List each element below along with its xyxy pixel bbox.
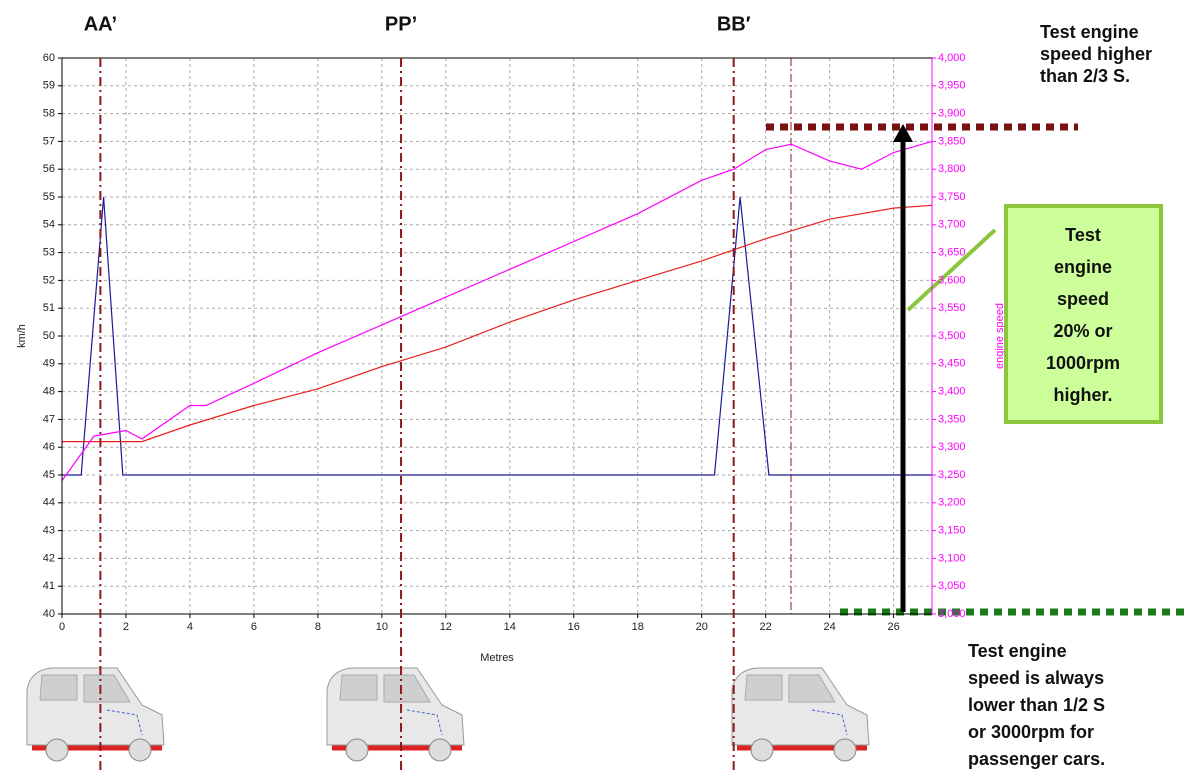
y2-tick-label: 3,150 <box>938 525 966 537</box>
y2-tick-label: 3,000 <box>938 608 966 620</box>
note-line: speed higher <box>1040 44 1152 64</box>
y-tick-label: 58 <box>43 108 55 120</box>
arrow-head <box>893 124 913 142</box>
x-tick-label: 16 <box>568 621 580 633</box>
series-line <box>61 140 933 481</box>
x-tick-label: 26 <box>887 621 899 633</box>
y2-tick-label: 3,100 <box>938 552 966 564</box>
series-line <box>62 196 932 476</box>
y-tick-label: 44 <box>43 497 55 509</box>
van-icon <box>327 668 464 761</box>
y-tick-label: 48 <box>43 386 55 398</box>
x-tick-label: 12 <box>440 621 452 633</box>
y-tick-label: 43 <box>43 525 55 537</box>
y-tick-label: 42 <box>43 552 55 564</box>
y-tick-label: 49 <box>43 358 55 370</box>
note-line: Test engine <box>1040 22 1139 42</box>
note-line: speed is always <box>968 668 1104 688</box>
note-line: higher. <box>1053 385 1112 405</box>
y-tick-label: 51 <box>43 302 55 314</box>
x-tick-label: 14 <box>504 621 516 633</box>
x-tick-label: 20 <box>696 621 708 633</box>
y2-tick-label: 3,050 <box>938 580 966 592</box>
y-tick-label: 57 <box>43 135 55 147</box>
marker-label: BB′ <box>717 13 751 35</box>
y2-tick-label: 3,250 <box>938 469 966 481</box>
van-icon <box>732 668 869 761</box>
y2-tick-label: 4,000 <box>938 52 966 64</box>
y2-tick-label: 3,650 <box>938 247 966 259</box>
x-tick-label: 8 <box>315 621 321 633</box>
y2-tick-label: 3,550 <box>938 302 966 314</box>
y2-tick-label: 3,850 <box>938 135 966 147</box>
y-tick-label: 46 <box>43 441 55 453</box>
y2-tick-label: 3,900 <box>938 108 966 120</box>
y2-tick-label: 3,450 <box>938 358 966 370</box>
note-line: or 3000rpm for <box>968 722 1094 742</box>
series-line <box>62 204 933 443</box>
note-line: 20% or <box>1053 321 1112 341</box>
x-tick-label: 2 <box>123 621 129 633</box>
note-line: speed <box>1057 289 1109 309</box>
y2-tick-label: 3,200 <box>938 497 966 509</box>
note-line: lower than 1/2 S <box>968 695 1105 715</box>
y-tick-label: 60 <box>43 52 55 64</box>
y2-tick-label: 3,950 <box>938 80 966 92</box>
note-line: passenger cars. <box>968 749 1105 769</box>
y2-tick-label: 3,500 <box>938 330 966 342</box>
y2-tick-label: 3,350 <box>938 413 966 425</box>
x-tick-label: 24 <box>824 621 836 633</box>
y2-tick-label: 3,300 <box>938 441 966 453</box>
y-tick-label: 41 <box>43 580 55 592</box>
x-tick-label: 0 <box>59 621 65 633</box>
y2-axis-label: engine speed <box>994 303 1006 369</box>
note-line: 1000rpm <box>1046 353 1120 373</box>
van-icon <box>27 668 164 761</box>
y-tick-label: 59 <box>43 80 55 92</box>
marker-label: AA’ <box>84 13 117 35</box>
y-tick-label: 40 <box>43 608 55 620</box>
y2-tick-label: 3,400 <box>938 386 966 398</box>
note-line: Test engine <box>968 641 1067 661</box>
marker-label: PP’ <box>385 13 417 35</box>
y-tick-label: 47 <box>43 413 55 425</box>
y2-tick-label: 3,800 <box>938 163 966 175</box>
y-tick-label: 56 <box>43 163 55 175</box>
x-axis-label: Metres <box>480 652 514 664</box>
y2-tick-label: 3,600 <box>938 274 966 286</box>
y-tick-label: 54 <box>43 219 55 231</box>
y2-tick-label: 3,700 <box>938 219 966 231</box>
note-line: Test <box>1065 225 1101 245</box>
callout-line <box>906 228 997 312</box>
x-tick-label: 18 <box>632 621 644 633</box>
y-axis-label: km/h <box>16 324 28 348</box>
callout-box <box>1004 204 1163 424</box>
y-tick-label: 45 <box>43 469 55 481</box>
x-tick-label: 10 <box>376 621 388 633</box>
y2-tick-label: 3,750 <box>938 191 966 203</box>
y-tick-label: 52 <box>43 274 55 286</box>
grid <box>61 57 932 615</box>
x-tick-label: 22 <box>760 621 772 633</box>
note-line: engine <box>1054 257 1112 277</box>
y-tick-label: 55 <box>43 191 55 203</box>
x-tick-label: 6 <box>251 621 257 633</box>
y-tick-label: 50 <box>43 330 55 342</box>
y-tick-label: 53 <box>43 247 55 259</box>
note-line: than 2/3 S. <box>1040 66 1130 86</box>
x-tick-label: 4 <box>187 621 193 633</box>
